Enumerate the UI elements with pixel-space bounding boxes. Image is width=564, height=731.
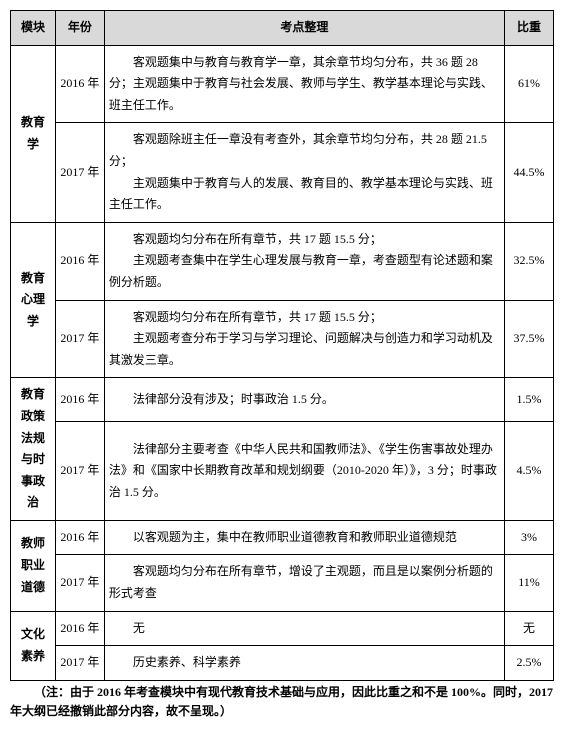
year-cell: 2017 年 [55, 422, 104, 521]
desc-cell: 历史素养、科学素养 [104, 646, 504, 681]
desc-cell: 无 [104, 611, 504, 646]
year-cell: 2017 年 [55, 555, 104, 611]
module-cell: 文化素养 [11, 611, 56, 680]
desc-cell: 以客观题为主，集中在教师职业道德教育和教师职业道德规范 [104, 520, 504, 555]
table-row: 教师职业道德2016 年以客观题为主，集中在教师职业道德教育和教师职业道德规范3… [11, 520, 554, 555]
pct-cell: 1.5% [504, 378, 553, 422]
table-row: 教育心理学2016 年客观题均匀分布在所有章节，共 17 题 15.5 分；主观… [11, 222, 554, 300]
exam-analysis-table: 模块 年份 考点整理 比重 教育学2016 年客观题集中与教育与教育学一章，其余… [10, 10, 554, 681]
table-row: 教育政策法规与时事政治2016 年法律部分没有涉及；时事政治 1.5 分。1.5… [11, 378, 554, 422]
desc-cell: 法律部分没有涉及；时事政治 1.5 分。 [104, 378, 504, 422]
year-cell: 2017 年 [55, 646, 104, 681]
table-row: 文化素养2016 年无无 [11, 611, 554, 646]
pct-cell: 44.5% [504, 123, 553, 222]
desc-cell: 客观题除班主任一章没有考查外，其余章节均匀分布，共 28 题 21.5 分；主观… [104, 123, 504, 222]
year-cell: 2016 年 [55, 611, 104, 646]
pct-cell: 37.5% [504, 300, 553, 378]
header-desc: 考点整理 [104, 11, 504, 46]
module-cell: 教育政策法规与时事政治 [11, 378, 56, 521]
desc-cell: 客观题均匀分布在所有章节，共 17 题 15.5 分；主观题考查集中在学生心理发… [104, 222, 504, 300]
year-cell: 2016 年 [55, 222, 104, 300]
desc-cell: 客观题均匀分布在所有章节，共 17 题 15.5 分；主观题考查分布于学习与学习… [104, 300, 504, 378]
year-cell: 2016 年 [55, 378, 104, 422]
table-row: 2017 年法律部分主要考查《中华人民共和国教师法》、《学生伤害事故处理办法》和… [11, 422, 554, 521]
year-cell: 2016 年 [55, 520, 104, 555]
pct-cell: 61% [504, 45, 553, 123]
desc-cell: 法律部分主要考查《中华人民共和国教师法》、《学生伤害事故处理办法》和《国家中长期… [104, 422, 504, 521]
pct-cell: 32.5% [504, 222, 553, 300]
table-row: 2017 年历史素养、科学素养2.5% [11, 646, 554, 681]
module-cell: 教育学 [11, 45, 56, 222]
header-year: 年份 [55, 11, 104, 46]
pct-cell: 2.5% [504, 646, 553, 681]
year-cell: 2017 年 [55, 300, 104, 378]
pct-cell: 11% [504, 555, 553, 611]
module-cell: 教育心理学 [11, 222, 56, 378]
pct-cell: 4.5% [504, 422, 553, 521]
module-cell: 教师职业道德 [11, 520, 56, 611]
year-cell: 2017 年 [55, 123, 104, 222]
header-pct: 比重 [504, 11, 553, 46]
year-cell: 2016 年 [55, 45, 104, 123]
table-row: 2017 年客观题均匀分布在所有章节，增设了主观题，而且是以案例分析题的形式考查… [11, 555, 554, 611]
header-module: 模块 [11, 11, 56, 46]
table-row: 2017 年客观题均匀分布在所有章节，共 17 题 15.5 分；主观题考查分布… [11, 300, 554, 378]
table-header-row: 模块 年份 考点整理 比重 [11, 11, 554, 46]
table-row: 教育学2016 年客观题集中与教育与教育学一章，其余章节均匀分布，共 36 题 … [11, 45, 554, 123]
desc-cell: 客观题均匀分布在所有章节，增设了主观题，而且是以案例分析题的形式考查 [104, 555, 504, 611]
table-row: 2017 年客观题除班主任一章没有考查外，其余章节均匀分布，共 28 题 21.… [11, 123, 554, 222]
pct-cell: 3% [504, 520, 553, 555]
desc-cell: 客观题集中与教育与教育学一章，其余章节均匀分布，共 36 题 28 分；主观题集… [104, 45, 504, 123]
pct-cell: 无 [504, 611, 553, 646]
